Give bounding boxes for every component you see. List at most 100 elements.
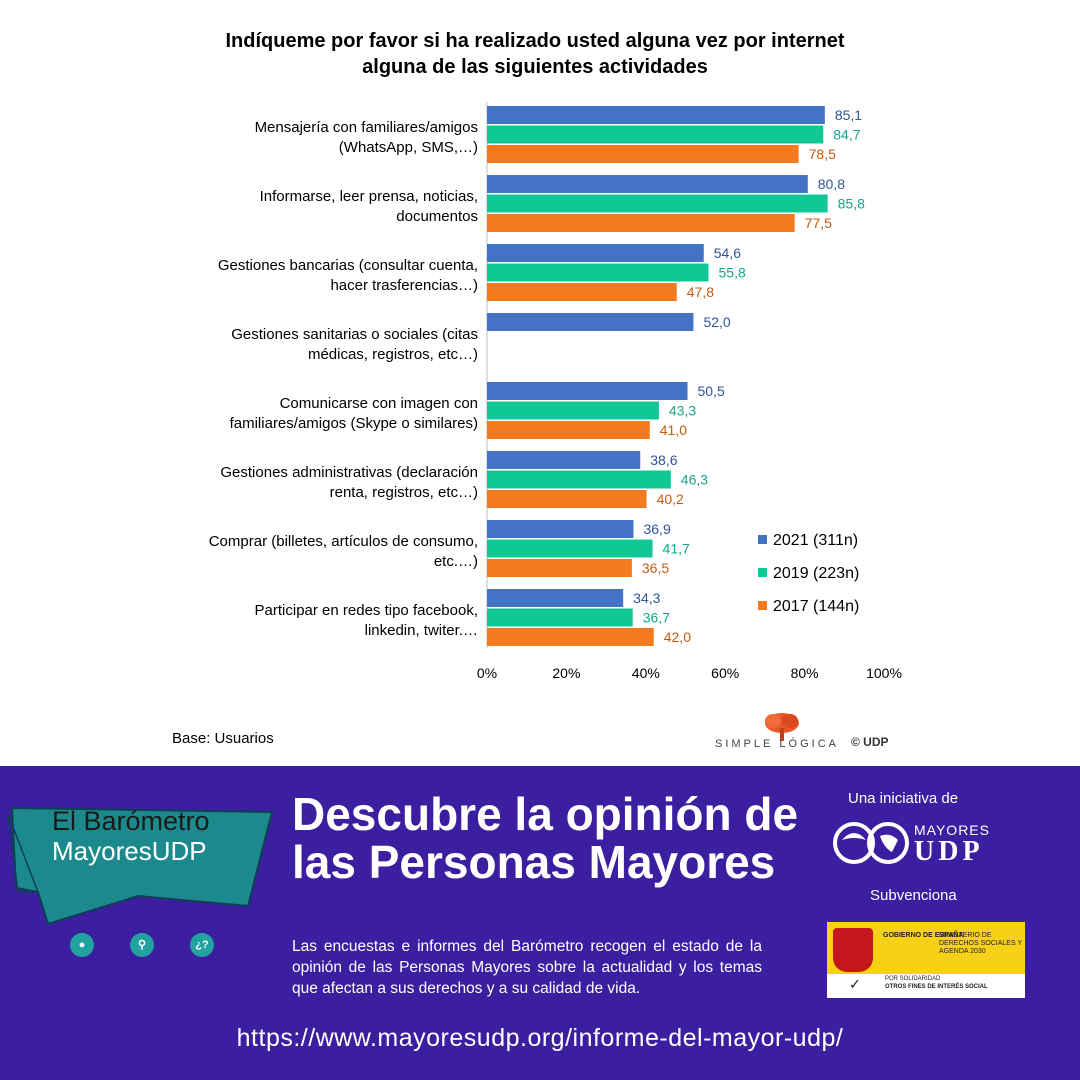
category-label: hacer trasferencias…) [330,277,478,294]
bar [487,559,632,577]
bar [487,313,694,331]
chart-title-line-2: alguna de las siguientes actividades [362,56,708,78]
bar [487,490,647,508]
simple-logica-logo: SIMPLE LÓGICA © UDP [715,712,915,757]
data-label: 34,3 [633,590,660,606]
question-icon[interactable]: ¿? [190,933,214,957]
initiative-label: Una iniciativa de [848,790,959,807]
data-label: 47,8 [687,284,714,300]
bar [487,608,633,627]
bar [487,125,824,144]
data-label: 77,5 [805,215,832,231]
tree-icon [765,713,799,741]
data-label: 80,8 [818,176,845,192]
bar [487,263,709,282]
data-label: 46,3 [681,472,708,488]
badge-title: El Barómetro [52,806,210,836]
legend-label: 2019 (223n) [773,565,859,582]
category-label: Participar en redes tipo facebook, [255,602,478,619]
gov-line-2: MINISTERIO DE DERECHOS SOCIALES Y AGENDA… [939,932,1022,955]
coat-of-arms-icon [833,928,873,972]
chart-title-line-1: Indíqueme por favor si ha realizado uste… [225,30,845,52]
data-label: 40,2 [657,491,684,507]
data-label: 85,8 [838,196,865,212]
gov-line-4: OTROS FINES DE INTERÉS SOCIAL [885,984,988,990]
gov-line-3: POR SOLIDARIDAD [885,976,941,982]
category-label: documentos [396,208,478,225]
chart-title: Indíqueme por favor si ha realizado uste… [120,28,950,80]
org-line-1: MAYORES [914,822,990,838]
data-label: 36,9 [643,521,670,537]
category-label: Mensajería con familiares/amigos [255,119,478,136]
legend-swatch [758,601,767,610]
subsidy-label: Subvenciona [870,887,957,904]
category-label: linkedin, twiter.… [365,622,478,639]
data-label: 42,0 [664,629,691,645]
bar [487,106,825,124]
legend-swatch [758,568,767,577]
x-tick-label: 0% [477,665,497,681]
bar [487,194,828,213]
category-label: renta, registros, etc…) [330,484,478,501]
x-tick-label: 100% [866,665,902,681]
data-label: 52,0 [703,314,730,330]
headline: Descubre la opinión de las Personas Mayo… [292,788,799,888]
bar [487,539,653,558]
user-icon[interactable]: ● [70,933,94,957]
org-line-2: UDP [914,836,984,867]
category-label: médicas, registros, etc…) [308,346,478,363]
category-label: Gestiones bancarias (consultar cuenta, [218,257,478,274]
bar [487,145,799,163]
description: Las encuestas e informes del Barómetro r… [292,938,762,997]
category-label: Informarse, leer prensa, noticias, [260,188,478,205]
promo-banner: El Barómetro MayoresUDP ● ⚲ ¿? Descubre … [0,766,1080,1080]
data-label: 50,5 [697,383,724,399]
x-tick-label: 80% [791,665,819,681]
legend-swatch [758,535,767,544]
brand-name: SIMPLE LÓGICA [715,738,839,750]
bar [487,244,704,262]
category-label: (WhatsApp, SMS,…) [339,139,478,156]
gov-strip [827,974,1025,998]
badge-subtitle: MayoresUDP [52,836,207,866]
data-label: 41,7 [663,541,690,557]
category-label: Comprar (billetes, artículos de consumo, [209,533,478,550]
legend-label: 2017 (144n) [773,598,859,615]
x-tick-label: 20% [552,665,580,681]
legend-label: 2021 (311n) [773,532,858,549]
chart-panel: Indíqueme por favor si ha realizado uste… [120,28,950,757]
data-label: 36,7 [643,610,670,626]
category-label: Gestiones administrativas (declaración [220,464,478,481]
category-label: etc.…) [434,553,478,570]
data-label: 41,0 [660,422,687,438]
bar-chart: 85,1 84,7 78,5 Mensajería con familiares/am… [209,102,902,681]
base-note: Base: Usuarios [172,730,274,747]
globe-logo-icon [833,822,909,864]
government-logo: GOBIERNO DE ESPAÑA MINISTERIO DE DERECHO… [827,922,1025,998]
barometro-badge [8,806,274,926]
report-link[interactable]: https://www.mayoresudp.org/informe-del-m… [236,1024,844,1052]
category-label: Comunicarse con imagen con [280,395,478,412]
x-tick-label: 40% [632,665,660,681]
search-icon[interactable]: ⚲ [130,933,154,957]
copyright: © UDP [851,735,889,749]
bar [487,283,677,301]
category-label: Gestiones sanitarias o sociales (citas [231,326,478,343]
data-label: 55,8 [719,265,746,281]
category-label: familiares/amigos (Skype o similares) [230,415,478,432]
bar [487,421,650,439]
checkmark-icon: ✓ [849,976,861,992]
bar [487,589,624,607]
data-label: 85,1 [835,107,862,123]
bar [487,214,795,232]
data-label: 84,7 [833,127,860,143]
bar [487,470,671,489]
bar [487,401,659,420]
data-label: 38,6 [650,452,677,468]
data-label: 54,6 [714,245,741,261]
gov-line-1: GOBIERNO DE ESPAÑA [883,932,964,939]
data-label: 43,3 [669,403,696,419]
data-label: 36,5 [642,560,669,576]
bar [487,175,808,193]
bar [487,628,654,646]
